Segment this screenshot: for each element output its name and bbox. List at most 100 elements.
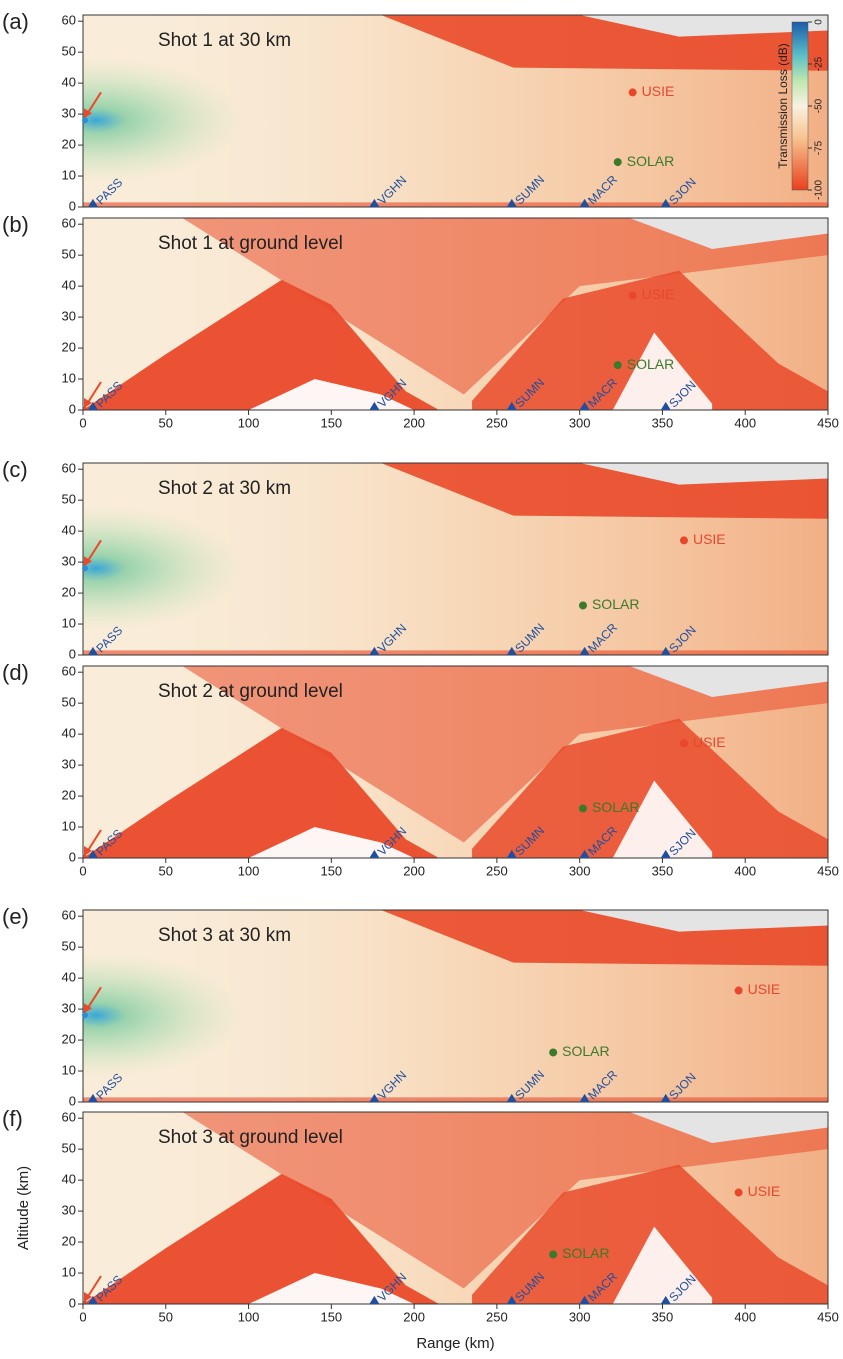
y-tick-label: 40 [62,75,76,90]
field-shading [579,463,828,485]
source-arrow [86,91,102,115]
station-marker [369,646,380,655]
y-tick-label: 50 [62,247,76,262]
point [549,1048,558,1057]
station-marker [660,1093,671,1102]
station-marker [369,1093,380,1102]
point [578,804,587,813]
field-shading [83,506,246,631]
field [83,666,828,858]
y-tick-label: 10 [62,1062,76,1077]
y-tick-label: 30 [62,757,76,772]
colorbar-tick-label: -50 [814,98,825,113]
plot-frame [82,665,829,859]
y-tick-label: 40 [62,970,76,985]
colorbar-tick-label: -75 [814,140,825,155]
x-tick-label: 200 [403,1309,425,1324]
y-tick-label: 60 [62,216,76,231]
panel: (d) Shot 2 at ground level 0 10 20 30 40 50 60 0 5… [2,660,839,879]
y-tick-label: 50 [62,44,76,59]
field-shading [182,666,828,843]
point [734,986,743,995]
field [83,910,828,1102]
field-shading [83,202,828,207]
field-shading [472,1164,828,1304]
x-tick-label: 100 [238,863,260,878]
panel-title: Shot 1 at ground level [158,233,343,254]
x-tick-label: 300 [569,415,591,430]
field-shading [83,953,246,1078]
source-arrow-head [84,556,92,567]
x-tick-label: 250 [486,415,508,430]
source-arrow-head [84,398,92,408]
y-tick-label: 20 [62,340,76,355]
point [613,158,622,167]
point [679,739,688,748]
field-shading [83,1097,828,1102]
x-tick-label: 400 [734,1309,756,1324]
station-marker [87,646,98,655]
y-tick-label: 0 [69,1093,76,1108]
station-marker [87,849,98,858]
field-shading [629,218,828,249]
station-marker [660,646,671,655]
y-tick-label: 0 [69,1295,76,1310]
point [734,1188,743,1197]
plot-frame [82,217,829,411]
field-shading [612,780,713,858]
point [679,536,688,545]
panel-label: (c) [2,457,28,482]
station-marker [87,401,98,410]
field-shading [182,1112,828,1289]
field-shading [629,666,828,697]
station-marker [660,401,671,410]
field-shading [579,910,828,932]
y-tick-label: 40 [62,278,76,293]
point-label: USIE [642,83,675,99]
field-shading [248,827,415,858]
x-tick-label: 200 [403,415,425,430]
point-label: USIE [693,734,726,750]
y-tick-label: 10 [62,818,76,833]
station-marker [579,849,590,858]
field-shading [579,15,828,37]
colorbar-label: Transmission Loss (dB) [776,43,790,169]
y-tick-label: 30 [62,1203,76,1218]
y-tick-label: 20 [62,585,76,600]
y-tick-label: 0 [69,198,76,213]
x-tick-label: 350 [652,415,674,430]
field-shading [83,58,246,183]
point-label: USIE [642,286,675,302]
point-label: SOLAR [627,153,674,169]
x-tick-label: 450 [817,415,839,430]
y-tick-label: 50 [62,695,76,710]
colorbar-tick-label: 0 [814,19,825,25]
y-tick-label: 10 [62,1264,76,1279]
panel-title: Shot 2 at ground level [158,681,343,702]
station-marker [579,401,590,410]
point-label: USIE [748,1183,781,1199]
y-tick-label: 50 [62,492,76,507]
field [83,1112,828,1304]
point-label: SOLAR [562,1043,609,1059]
plot-frame [82,909,829,1103]
x-axis-label: Range (km) [416,1335,494,1352]
x-tick-label: 0 [79,415,86,430]
station-marker [369,1295,380,1304]
x-tick-label: 450 [817,863,839,878]
field-shading [248,1273,415,1304]
station-marker [506,198,517,207]
station-marker [87,198,98,207]
y-tick-label: 20 [62,788,76,803]
y-tick-label: 20 [62,1032,76,1047]
point-label: USIE [748,981,781,997]
station-marker [506,646,517,655]
plot-frame [82,1111,829,1305]
station-marker [369,198,380,207]
x-tick-label: 100 [238,415,260,430]
y-tick-label: 30 [62,554,76,569]
panel-title: Shot 3 at 30 km [158,925,291,946]
y-tick-label: 20 [62,137,76,152]
